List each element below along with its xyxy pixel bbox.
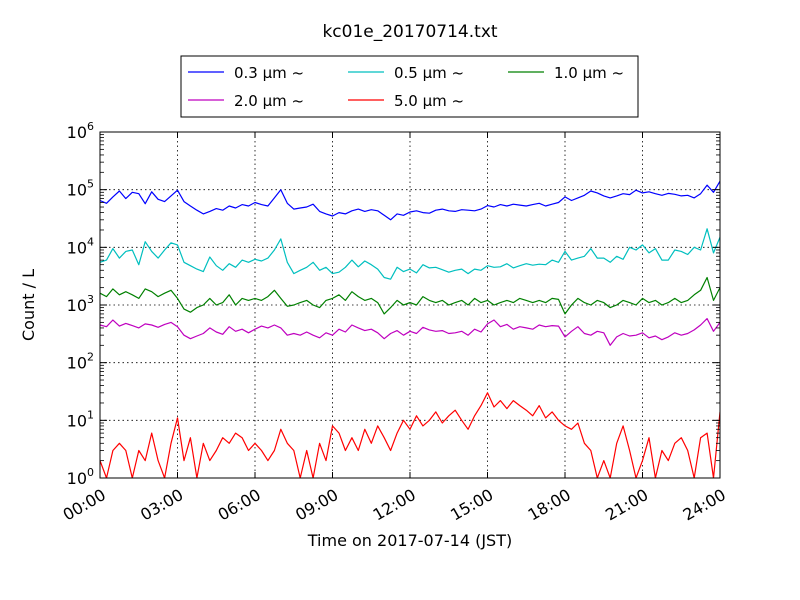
chart-legend: 0.3 μm ~ 0.5 μm ~ 1.0 μm ~ 2.0 μm ~ 5.0 μm ~	[180, 55, 639, 118]
x-axis-label: Time on 2017-07-14 (JST)	[307, 531, 512, 550]
series-line-0	[100, 180, 720, 221]
x-tick-label: 21:00	[602, 485, 651, 525]
x-tick-label: 24:00	[680, 485, 729, 525]
legend-label: 2.0 μm ~	[234, 92, 304, 110]
y-tick-label: 106	[67, 120, 94, 142]
series-line-4	[100, 392, 720, 478]
legend-box	[180, 55, 639, 118]
y-tick-labels: 100 101 102 103 104 105 106	[67, 120, 94, 488]
x-tick-label: 00:00	[60, 485, 109, 525]
series-line-1	[100, 228, 720, 280]
series-line-2	[100, 276, 720, 315]
y-tick-label: 102	[67, 351, 94, 373]
chart-title: kc01e_20170714.txt	[322, 22, 497, 42]
x-tick-label: 03:00	[137, 485, 186, 525]
axis-ticks	[99, 131, 721, 479]
legend-label: 0.3 μm ~	[234, 64, 304, 82]
x-tick-label: 09:00	[292, 485, 341, 525]
y-tick-label: 104	[67, 235, 94, 257]
legend-label: 0.5 μm ~	[394, 64, 464, 82]
x-tick-label: 06:00	[215, 485, 264, 525]
x-tick-label: 18:00	[525, 485, 574, 525]
y-tick-label: 103	[67, 293, 94, 315]
x-tick-labels: 00:00 03:00 06:00 09:00 12:00 15:00 18:00 21:00…	[60, 485, 729, 525]
legend-label: 5.0 μm ~	[394, 92, 464, 110]
y-tick-label: 105	[67, 178, 94, 200]
legend-label: 1.0 μm ~	[554, 64, 624, 82]
y-tick-label: 100	[67, 466, 94, 488]
y-tick-label: 101	[67, 408, 94, 430]
y-axis-label: Count / L	[19, 269, 38, 341]
series-layer	[100, 180, 720, 478]
grid	[99, 131, 721, 479]
series-line-3	[100, 318, 720, 346]
x-tick-label: 15:00	[447, 485, 496, 525]
x-tick-label: 12:00	[370, 485, 419, 525]
